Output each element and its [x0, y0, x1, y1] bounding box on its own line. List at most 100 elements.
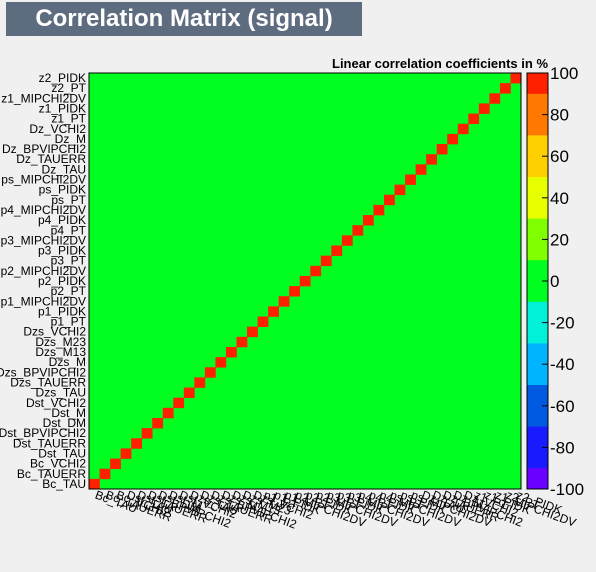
y-tick-label: z1_PT	[51, 112, 86, 126]
color-scale-tick-label: -100	[550, 480, 584, 499]
color-scale-band	[527, 177, 548, 188]
y-tick-label: Dst_TAU	[38, 446, 86, 460]
heatmap-cell-diagonal	[225, 346, 237, 358]
heatmap-cell-diagonal	[468, 113, 480, 125]
y-tick-label: Dz_TAUERR	[16, 152, 86, 166]
color-scale-band	[527, 457, 548, 469]
heatmap-cell-diagonal	[320, 255, 332, 267]
color-scale-band	[527, 166, 548, 178]
y-tick-label: Dst_M	[51, 406, 86, 420]
y-tick-label: Dst_VCHI2	[26, 396, 86, 410]
y-tick-label: p2_PIDK	[38, 274, 86, 288]
y-tick-label: p4_PIDK	[38, 213, 86, 227]
heatmap-cell-diagonal	[215, 357, 227, 368]
heatmap-cell-diagonal	[99, 468, 111, 480]
color-scale-band	[527, 374, 548, 386]
heatmap-cell-diagonal	[405, 174, 416, 185]
color-scale-band	[527, 114, 548, 126]
color-scale-band	[527, 125, 548, 136]
heatmap-cell-diagonal	[268, 306, 279, 317]
y-tick-label: ps_MIPCHI2DV	[1, 173, 86, 187]
heatmap-cell-diagonal	[183, 387, 195, 398]
y-tick-label: Dzs_M23	[35, 335, 86, 349]
color-scale-band	[527, 447, 548, 459]
y-tick-label: Dst_BPVIPCHI2	[0, 426, 86, 440]
heatmap-cell-diagonal	[247, 326, 258, 338]
color-scale-band	[527, 333, 548, 344]
heatmap-cell-diagonal	[373, 204, 385, 216]
y-tick-label: p1_PIDK	[38, 304, 86, 318]
y-tick-label: Dz_TAU	[42, 162, 86, 176]
color-scale-band	[527, 364, 548, 375]
heatmap-cell-diagonal	[341, 235, 353, 246]
color-scale-band	[527, 416, 548, 427]
chart-subtitle: Linear correlation coefficients in %	[332, 56, 548, 71]
color-scale-band	[527, 478, 548, 490]
heatmap-cell-diagonal	[257, 316, 269, 327]
color-scale-band	[527, 322, 548, 334]
color-scale-band	[527, 405, 548, 417]
color-scale-band	[527, 104, 548, 115]
color-scale-tick-label: -60	[550, 397, 575, 416]
color-scale-band	[527, 468, 548, 479]
y-tick-label: z1_MIPCHI2DV	[1, 91, 86, 105]
color-scale-tick-label: -80	[550, 438, 575, 457]
color-scale-band	[527, 301, 548, 313]
y-tick-label: Dz_VCHI2	[29, 122, 86, 136]
heatmap-cell-diagonal	[415, 164, 427, 175]
y-tick-label: Dz_M	[55, 132, 86, 146]
y-tick-label: p4_MIPCHI2DV	[1, 203, 86, 217]
heatmap-cell-diagonal	[310, 265, 322, 277]
heatmap-cell-diagonal	[236, 336, 248, 348]
y-tick-label: Bc_VCHI2	[30, 457, 86, 471]
color-scale-band	[527, 281, 548, 292]
y-tick-label: z1_PIDK	[39, 102, 86, 116]
heatmap-cell-diagonal	[141, 428, 153, 439]
y-tick-label: Dzs_BPVIPCHI2	[0, 365, 86, 379]
color-scale-tick-label: 40	[550, 189, 569, 208]
color-scale-tick-label: 0	[550, 272, 559, 291]
y-tick-label: z2_PT	[51, 81, 86, 95]
heatmap-cell-diagonal	[394, 184, 406, 196]
heatmap-cell-diagonal	[152, 417, 164, 429]
heatmap-cell-diagonal	[289, 286, 301, 297]
heatmap-cell-diagonal	[447, 133, 459, 145]
color-scale: 100 80 60 40 20 0 -20 -40 -60 -80 -100	[526, 64, 584, 499]
heatmap-cell-diagonal	[499, 83, 511, 94]
y-tick-label: Dzs_TAU	[36, 386, 86, 400]
y-tick-label: Dst_DM	[43, 416, 86, 430]
color-scale-band	[527, 426, 548, 438]
heatmap-labels: Bc_TAUBc_TAUBc_TAUERRBc_TAUERRBc_VCHI2Bc…	[0, 71, 578, 532]
heatmap-cell-diagonal	[299, 275, 311, 287]
color-scale-band	[527, 73, 548, 84]
y-tick-label: p1_MIPCHI2DV	[1, 294, 86, 308]
color-scale-band	[527, 239, 548, 251]
color-scale-band	[527, 291, 548, 303]
heatmap-cell-diagonal	[131, 438, 142, 449]
y-tick-label: Dzs_M13	[35, 345, 86, 359]
heatmap-cell-diagonal	[352, 225, 364, 236]
heatmap-cell-diagonal	[89, 478, 100, 490]
color-scale-band	[527, 135, 548, 147]
heatmap-cell-diagonal	[278, 296, 290, 307]
y-tick-label: Dz_BPVIPCHI2	[2, 142, 86, 156]
color-scale-band	[527, 208, 548, 219]
color-scale-tick-label: -40	[550, 355, 575, 374]
y-tick-label: p2_PT	[51, 284, 87, 298]
heatmap-cells	[88, 72, 522, 490]
title-box: Correlation Matrix (signal)	[6, 2, 362, 36]
y-tick-label: Bc_TAU	[42, 477, 86, 491]
color-scale-band	[527, 385, 548, 396]
color-scale-band	[527, 197, 548, 209]
y-tick-label: ps_PIDK	[39, 183, 86, 197]
heatmap-cell-diagonal	[194, 377, 206, 388]
plot-frame	[88, 72, 522, 490]
y-tick-label: Dzs_VCHI2	[23, 325, 86, 339]
heatmap-cell-diagonal	[384, 194, 395, 206]
y-tick-label: Bc_TAUERR	[17, 467, 86, 481]
y-tick-label: Dzs_TAUERR	[10, 375, 86, 389]
color-scale-band	[527, 229, 548, 240]
heatmap-cell-diagonal	[110, 458, 121, 470]
heatmap-cell-diagonal	[331, 245, 343, 256]
